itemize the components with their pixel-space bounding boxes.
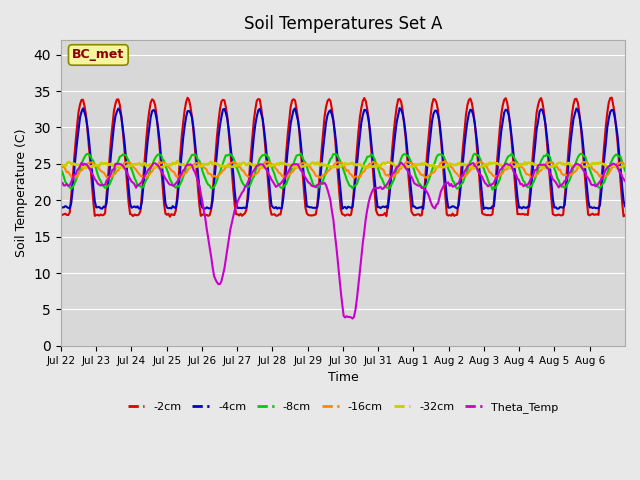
Theta_Temp [94,181,102,187]
-4cm [546,164,554,170]
-8cm [488,187,496,192]
-32cm [76,162,84,168]
-8cm [620,163,627,168]
-4cm [396,105,403,111]
-16cm [462,173,470,179]
-4cm [480,206,488,212]
-16cm [57,162,65,168]
-8cm [57,167,65,172]
-8cm [297,151,305,156]
-16cm [77,168,85,173]
-32cm [470,166,477,171]
-2cm [166,214,173,219]
-16cm [620,161,627,167]
-8cm [621,168,629,173]
-32cm [94,162,102,168]
Line: -32cm: -32cm [61,161,625,168]
Theta_Temp [348,314,355,320]
Theta_Temp [57,180,65,185]
-2cm [349,203,356,208]
-2cm [621,212,629,218]
Theta_Temp [620,176,627,182]
Theta_Temp [621,178,629,184]
-4cm [348,205,355,211]
Line: -8cm: -8cm [61,154,625,190]
Legend: -2cm, -4cm, -8cm, -16cm, -32cm, Theta_Temp: -2cm, -4cm, -8cm, -16cm, -32cm, Theta_Te… [123,397,563,417]
-4cm [461,143,468,149]
-8cm [546,154,554,160]
-16cm [546,159,554,165]
-4cm [620,197,627,203]
Theta_Temp [462,167,470,172]
-8cm [461,175,468,180]
-32cm [349,160,356,166]
-2cm [57,212,65,217]
-4cm [94,204,102,210]
X-axis label: Time: Time [328,371,358,384]
-16cm [442,158,449,164]
-32cm [461,162,468,168]
Theta_Temp [546,171,554,177]
-2cm [461,128,468,133]
Line: Theta_Temp: Theta_Temp [61,163,625,319]
-16cm [69,176,77,181]
Title: Soil Temperatures Set A: Soil Temperatures Set A [244,15,442,33]
-8cm [94,172,102,178]
-32cm [173,158,181,164]
-2cm [620,214,627,219]
-32cm [620,163,627,169]
Theta_Temp [397,160,405,166]
-4cm [621,204,629,209]
Y-axis label: Soil Temperature (C): Soil Temperature (C) [15,129,28,257]
-8cm [349,185,356,191]
-2cm [545,159,552,165]
Text: BC_met: BC_met [72,48,124,61]
-16cm [621,163,629,169]
-32cm [546,165,554,170]
Theta_Temp [349,316,356,322]
-32cm [621,163,629,168]
Line: -16cm: -16cm [61,161,625,179]
-2cm [608,95,616,100]
-8cm [76,167,84,172]
-16cm [95,166,103,172]
Line: -2cm: -2cm [61,97,625,216]
-16cm [349,174,356,180]
-4cm [76,114,84,120]
Theta_Temp [76,163,84,169]
-4cm [57,205,65,211]
-32cm [57,162,65,168]
-2cm [76,101,84,107]
Line: -4cm: -4cm [61,108,625,209]
-2cm [94,212,102,217]
